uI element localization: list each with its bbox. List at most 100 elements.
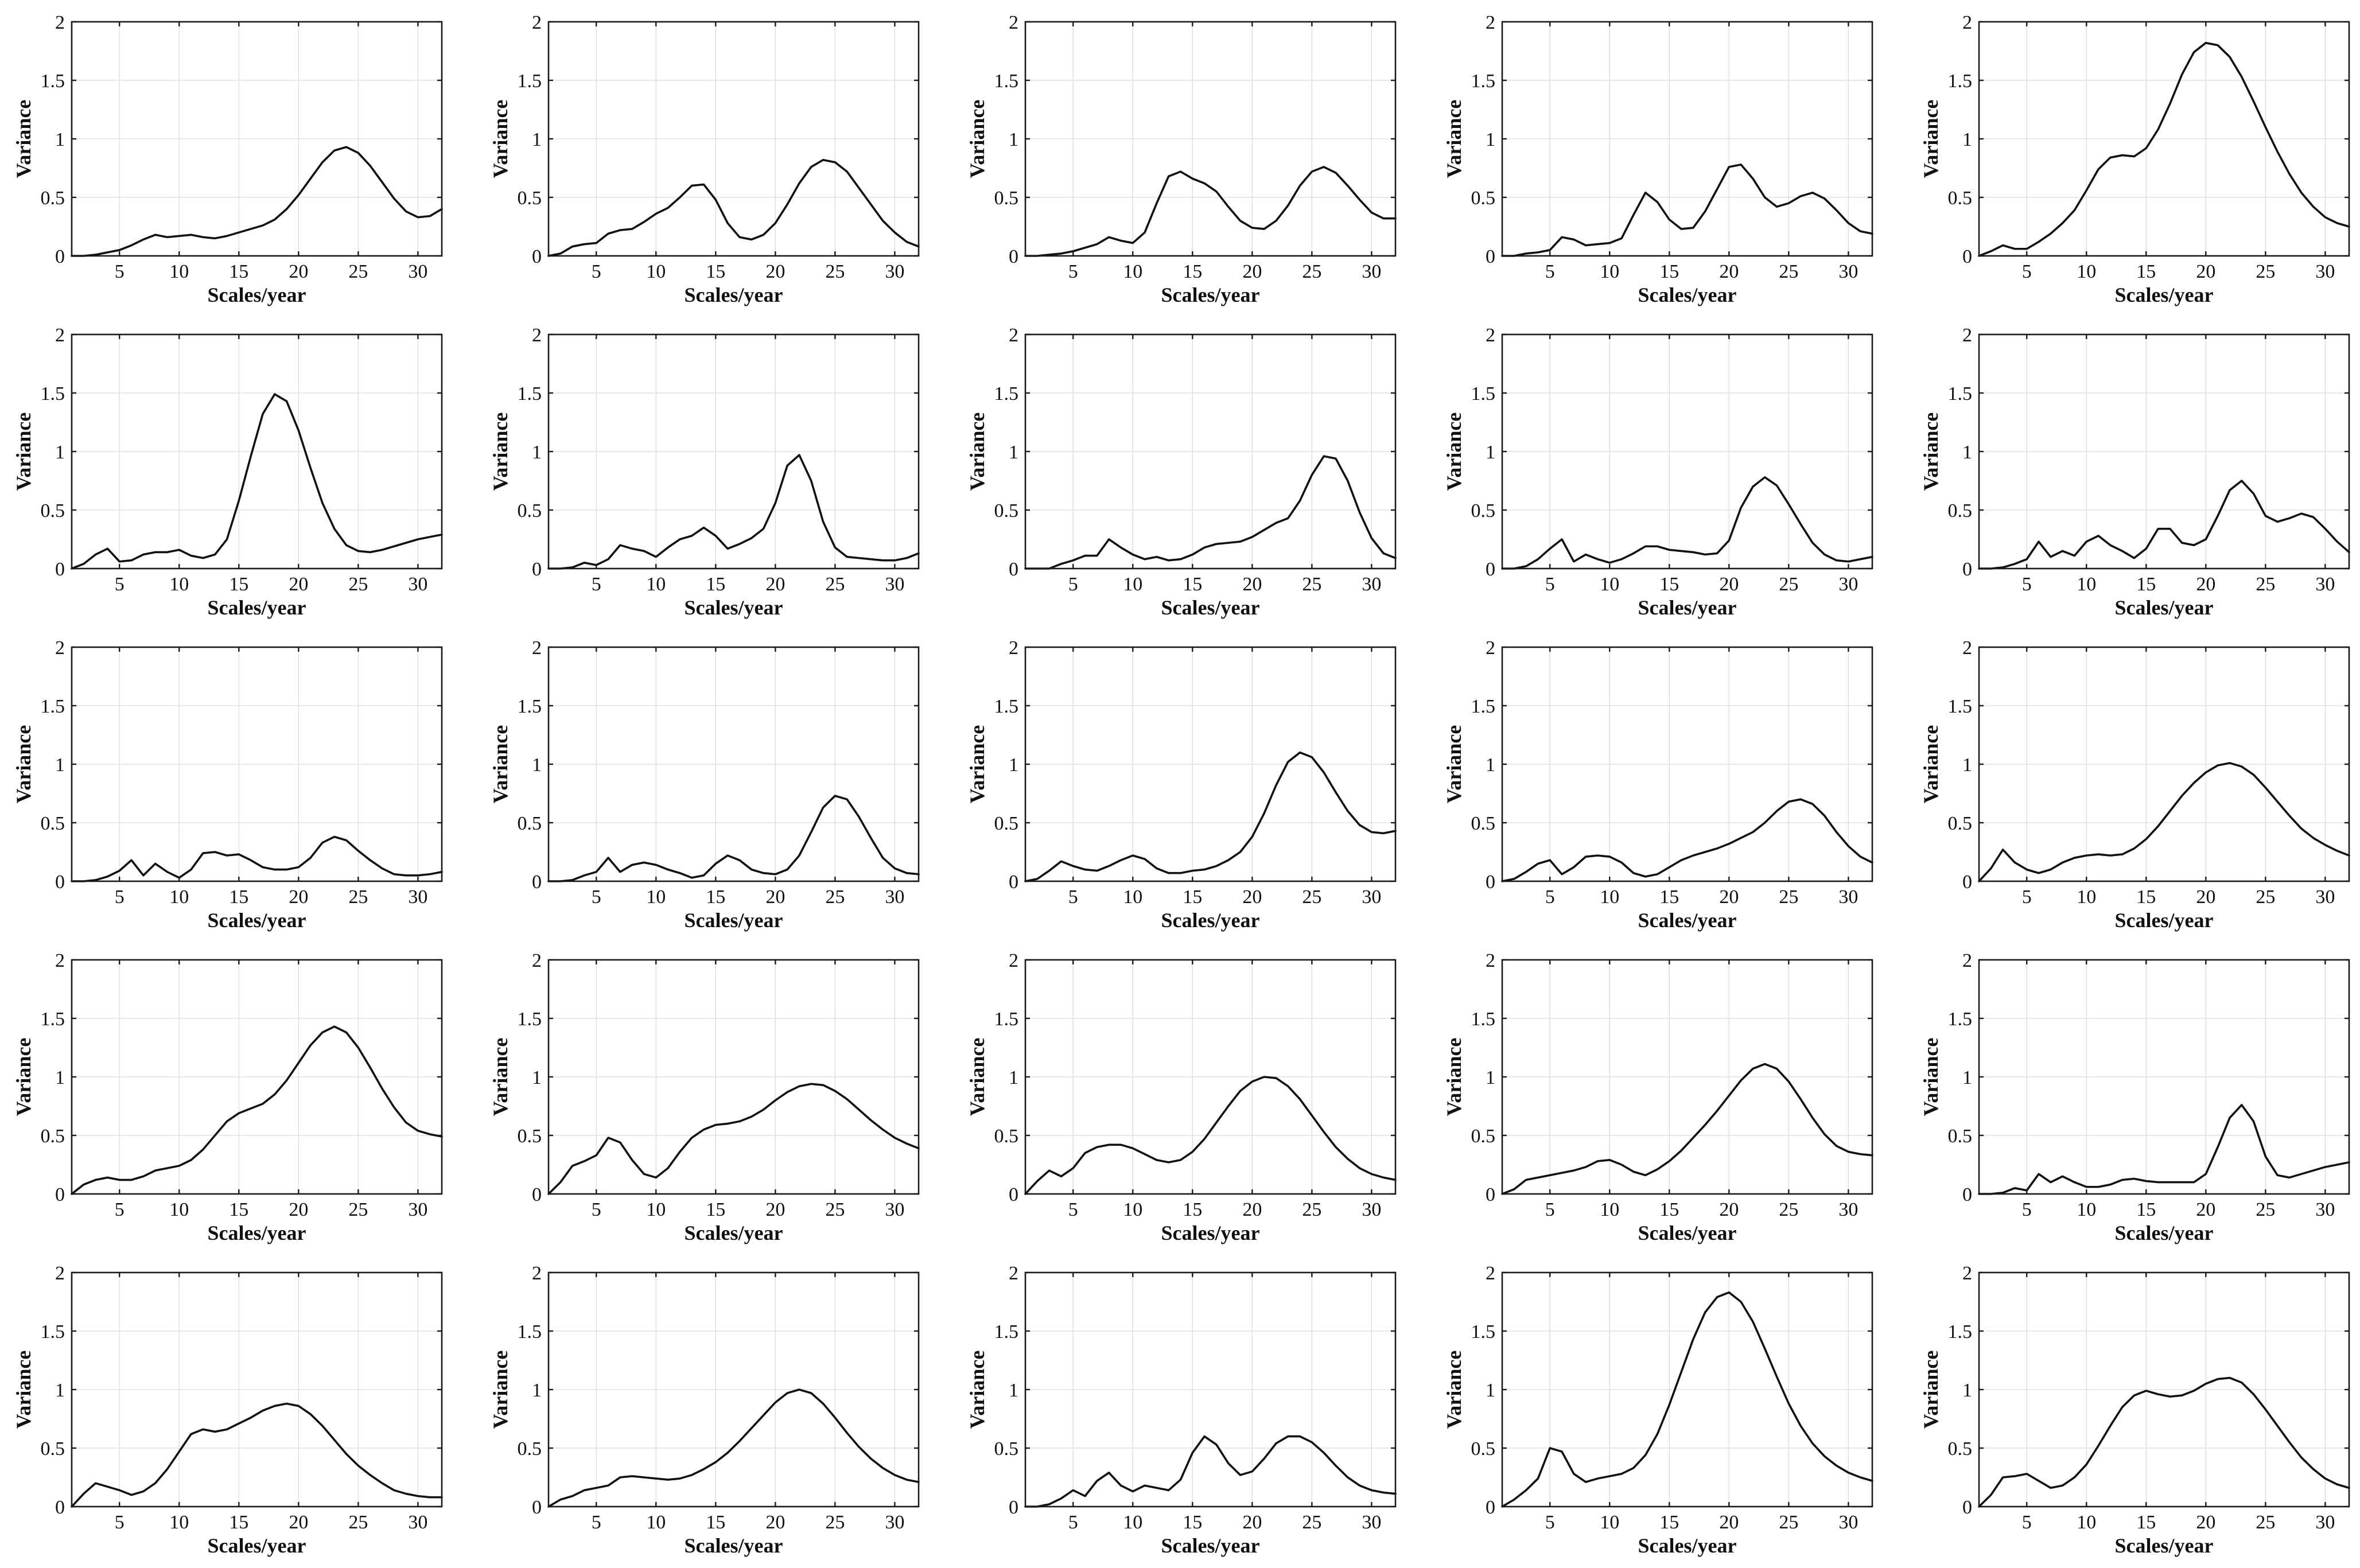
x-tick-label: 5: [1545, 886, 1555, 908]
x-tick-label: 25: [825, 1199, 845, 1220]
x-tick-label: 5: [592, 574, 601, 595]
y-tick-label: 1: [1962, 442, 1972, 463]
y-tick-label: 2: [1009, 325, 1018, 346]
x-tick-label: 25: [2256, 1199, 2275, 1220]
x-tick-label: 5: [115, 886, 125, 908]
x-tick-label: 30: [2315, 1199, 2335, 1220]
x-tick-label: 20: [2196, 1512, 2215, 1533]
x-tick-label: 15: [1659, 886, 1679, 908]
x-axis-label: Scales/year: [1638, 596, 1737, 619]
x-tick-label: 25: [1302, 1199, 1321, 1220]
y-tick-label: 1: [532, 442, 542, 463]
x-tick-label: 30: [2315, 886, 2335, 908]
x-tick-label: 30: [1362, 886, 1381, 908]
y-tick-label: 0: [55, 1184, 65, 1205]
series-line: [547, 158, 920, 257]
x-axis-label: Scales/year: [685, 596, 783, 619]
y-tick-label: 2: [532, 325, 542, 346]
x-axis-label: Scales/year: [685, 283, 783, 306]
x-tick-label: 30: [885, 261, 904, 282]
x-tick-label: 20: [289, 574, 308, 595]
y-tick-label: 2: [1486, 1263, 1495, 1284]
x-tick-label: 5: [115, 1512, 125, 1533]
x-tick-label: 25: [1302, 261, 1321, 282]
x-tick-label: 15: [706, 1512, 725, 1533]
chart-panel-23: 5 10 15 20 25 30 0 0.5 1 1.5 2 Scales/year Variance: [966, 1263, 1397, 1557]
y-axis-label: Variance: [12, 725, 35, 804]
x-tick-label: 5: [2022, 886, 2032, 908]
y-tick-label: 2: [55, 1263, 65, 1284]
x-tick-label: 5: [1545, 1512, 1555, 1533]
y-tick-label: 0: [1009, 1184, 1018, 1205]
chart-panel-24: 5 10 15 20 25 30 0 0.5 1 1.5 2 Scales/year Variance: [1443, 1263, 1873, 1557]
y-tick-label: 1.5: [41, 1009, 65, 1030]
x-tick-label: 15: [1183, 574, 1202, 595]
x-tick-label: 15: [1659, 574, 1679, 595]
y-axis-label: Variance: [12, 1351, 35, 1429]
x-tick-label: 25: [2256, 574, 2275, 595]
x-tick-label: 30: [1362, 1512, 1381, 1533]
y-tick-label: 1.5: [994, 71, 1019, 92]
series-line: [1978, 1376, 2350, 1508]
y-tick-label: 0.5: [41, 188, 65, 209]
y-tick-label: 0.5: [518, 1126, 542, 1147]
y-axis-label: Variance: [12, 1038, 35, 1116]
y-tick-label: 0.5: [1471, 500, 1496, 522]
y-tick-label: 0.5: [994, 1126, 1019, 1147]
chart-panel-11: 5 10 15 20 25 30 0 0.5 1 1.5 2 Scales/year Variance: [12, 637, 443, 932]
y-tick-label: 0.5: [518, 1438, 542, 1460]
series-line: [1978, 762, 2350, 882]
y-tick-label: 0.5: [1948, 1438, 1973, 1460]
x-tick-label: 30: [885, 1512, 904, 1533]
y-tick-label: 1: [55, 1067, 65, 1088]
chart-panel-5: 5 10 15 20 25 30 0 0.5 1 1.5 2 Scales/year Variance: [1919, 12, 2350, 306]
y-axis-label: Variance: [1919, 100, 1942, 178]
x-tick-label: 20: [2196, 1199, 2215, 1220]
x-tick-label: 30: [1362, 1199, 1381, 1220]
y-tick-label: 0.5: [1471, 1126, 1496, 1147]
series-line: [1024, 1435, 1397, 1508]
y-tick-label: 0: [1962, 1497, 1972, 1518]
y-tick-label: 0: [1962, 1184, 1972, 1205]
x-tick-label: 30: [408, 886, 427, 908]
x-tick-label: 15: [1183, 886, 1202, 908]
x-axis-label: Scales/year: [685, 909, 783, 932]
x-tick-label: 30: [885, 886, 904, 908]
y-axis-label: Variance: [1443, 1038, 1465, 1116]
y-tick-label: 2: [1962, 637, 1972, 659]
y-axis-label: Variance: [489, 1351, 512, 1429]
x-tick-label: 20: [765, 886, 785, 908]
x-axis-label: Scales/year: [1161, 1534, 1260, 1557]
x-tick-label: 10: [2077, 261, 2096, 282]
y-tick-label: 1: [532, 129, 542, 150]
chart-panel-21: 5 10 15 20 25 30 0 0.5 1 1.5 2 Scales/year Variance: [12, 1263, 443, 1557]
x-tick-label: 5: [592, 261, 601, 282]
y-tick-label: 1: [1009, 1067, 1018, 1088]
x-tick-label: 25: [348, 886, 368, 908]
x-tick-label: 30: [408, 1199, 427, 1220]
y-tick-label: 1.5: [41, 383, 65, 404]
chart-panel-3: 5 10 15 20 25 30 0 0.5 1 1.5 2 Scales/year Variance: [966, 12, 1397, 306]
y-axis-label: Variance: [1919, 1351, 1942, 1429]
y-tick-label: 1: [1486, 754, 1495, 776]
y-tick-label: 1: [532, 754, 542, 776]
x-tick-label: 25: [1779, 1199, 1798, 1220]
series-line: [71, 146, 443, 257]
y-tick-label: 2: [1962, 325, 1972, 346]
x-tick-label: 25: [348, 1199, 368, 1220]
x-tick-label: 10: [2077, 574, 2096, 595]
x-tick-label: 10: [169, 1512, 189, 1533]
series-line: [71, 835, 443, 882]
x-tick-label: 10: [1123, 574, 1142, 595]
x-tick-label: 15: [229, 1512, 248, 1533]
y-axis-label: Variance: [966, 413, 989, 491]
y-tick-label: 2: [532, 637, 542, 659]
x-tick-label: 25: [825, 261, 845, 282]
x-tick-label: 10: [1123, 1199, 1142, 1220]
x-tick-label: 20: [1719, 574, 1739, 595]
x-axis-label: Scales/year: [1638, 1221, 1737, 1244]
y-tick-label: 1.5: [1948, 71, 1973, 92]
y-tick-label: 0: [55, 246, 65, 267]
y-tick-label: 0.5: [41, 813, 65, 834]
